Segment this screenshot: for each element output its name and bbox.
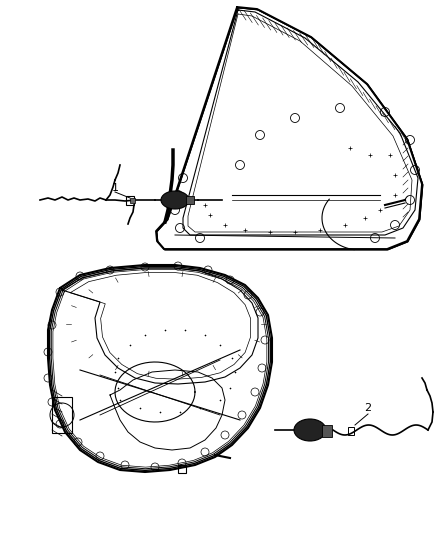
Text: 1: 1	[112, 183, 119, 193]
Bar	[52, 397, 72, 433]
Bar	[348, 427, 354, 435]
Ellipse shape	[161, 191, 189, 209]
Bar	[130, 198, 135, 203]
Bar	[126, 196, 134, 205]
Bar	[186, 196, 194, 204]
Bar	[178, 465, 186, 473]
Text: 2: 2	[364, 403, 371, 413]
Ellipse shape	[294, 419, 326, 441]
Bar	[322, 425, 332, 437]
